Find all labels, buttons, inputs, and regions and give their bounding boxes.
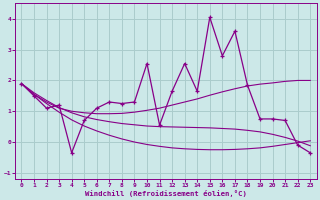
X-axis label: Windchill (Refroidissement éolien,°C): Windchill (Refroidissement éolien,°C) [85,190,247,197]
